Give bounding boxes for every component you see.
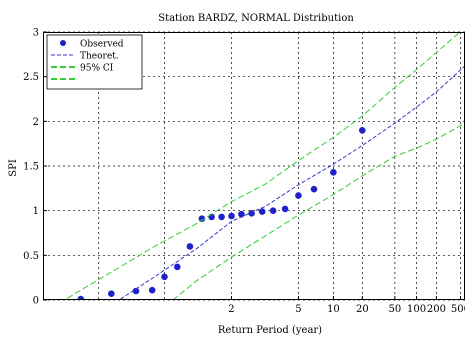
y-tick-label: 1 [33, 206, 39, 217]
x-tick-label: 5 [295, 304, 301, 315]
observed-point [248, 210, 255, 217]
observed-point [281, 205, 289, 213]
observed-point [269, 207, 277, 214]
series-line-2 [67, 32, 461, 299]
legend-label: 95% CI [80, 64, 114, 74]
chart-title: Station BARDZ, NORMAL Distribution [158, 13, 354, 24]
plot-content [67, 32, 465, 300]
legend-marker [60, 40, 66, 46]
series-layer [67, 32, 465, 300]
y-tick-label: 3 [33, 28, 39, 39]
observed-point [108, 290, 115, 298]
observed-point [295, 192, 302, 199]
observed-point [148, 286, 156, 294]
y-tick-label: 2.5 [23, 72, 39, 83]
observed-point [359, 127, 366, 134]
observed-point [186, 243, 194, 250]
observed-point [77, 295, 85, 300]
x-tick-label: 200 [427, 304, 446, 315]
observed-point [198, 215, 206, 222]
x-tick-label: 20 [356, 304, 369, 315]
x-tick-label: 500 [451, 304, 465, 315]
legend-label: Observed [80, 40, 124, 50]
observed-point [238, 210, 245, 218]
y-tick-label: 0 [33, 296, 39, 307]
x-tick-label: 10 [327, 304, 340, 315]
x-tick-label: 50 [389, 304, 402, 315]
y-axis-label: SPI [8, 159, 19, 177]
observed-point [258, 208, 266, 215]
x-tick-label: 2 [228, 304, 234, 315]
y-tick-label: 2 [33, 117, 39, 128]
observed-point [218, 213, 225, 221]
y-tick-label: 1.5 [23, 162, 39, 173]
observed-point [310, 185, 318, 193]
observed-point [228, 212, 235, 220]
series-line-3 [172, 122, 465, 300]
x-axis-label: Return Period (year) [218, 325, 322, 336]
observed-point [330, 169, 337, 176]
observed-point [132, 287, 140, 295]
y-tick-label: 0.5 [23, 251, 39, 262]
legend-label: Theoret. [80, 52, 119, 62]
observed-point [161, 273, 168, 281]
series-line-1 [118, 65, 465, 300]
legend: Observed Theoret. 95% CI [46, 34, 143, 90]
observed-point [174, 263, 181, 271]
x-tick-label: 100 [407, 304, 426, 315]
